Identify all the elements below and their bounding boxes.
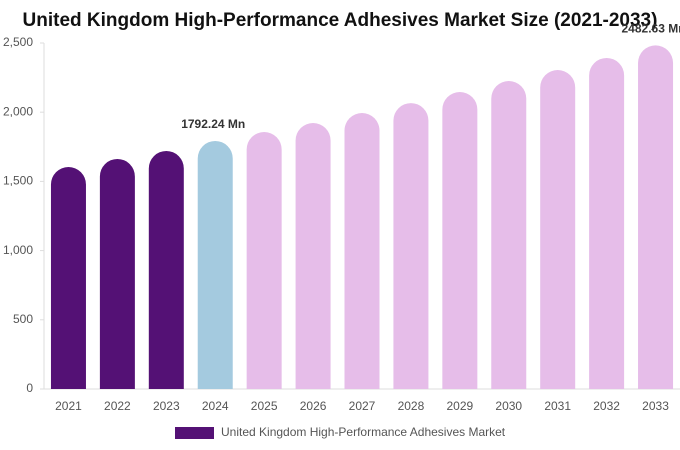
chart-title: United Kingdom High-Performance Adhesive… [23,10,658,31]
bar [148,150,184,389]
x-tick-label: 2033 [642,399,669,413]
bar [344,113,380,389]
y-tick-label: 0 [26,381,33,395]
bar [295,122,331,390]
y-tick-label: 2,500 [3,35,33,49]
x-tick-label: 2031 [544,399,571,413]
data-label: 1792.24 Mn [181,117,245,131]
bar [246,131,282,389]
y-tick-label: 500 [13,312,33,326]
x-tick-label: 2025 [251,399,278,413]
bar [491,81,527,389]
bar [540,69,576,389]
bar [50,167,86,389]
y-tick-label: 1,000 [3,243,33,257]
bar [393,103,429,389]
x-tick-label: 2022 [104,399,131,413]
x-tick-label: 2030 [495,399,522,413]
x-tick-label: 2029 [446,399,473,413]
bar [99,158,135,389]
x-tick-label: 2027 [349,399,376,413]
bar [197,140,233,389]
x-tick-label: 2028 [398,399,425,413]
legend-swatch [175,427,214,439]
x-tick-label: 2032 [593,399,620,413]
x-tick-label: 2024 [202,399,229,413]
y-tick-label: 2,000 [3,104,33,118]
x-tick-label: 2026 [300,399,327,413]
data-label: 2482.63 Mn [622,22,680,36]
x-tick-label: 2021 [55,399,82,413]
x-tick-label: 2023 [153,399,180,413]
bar [442,91,478,390]
legend-label: United Kingdom High-Performance Adhesive… [221,425,506,439]
bar [638,45,674,390]
y-tick-label: 1,500 [3,174,33,188]
bar [589,57,625,389]
